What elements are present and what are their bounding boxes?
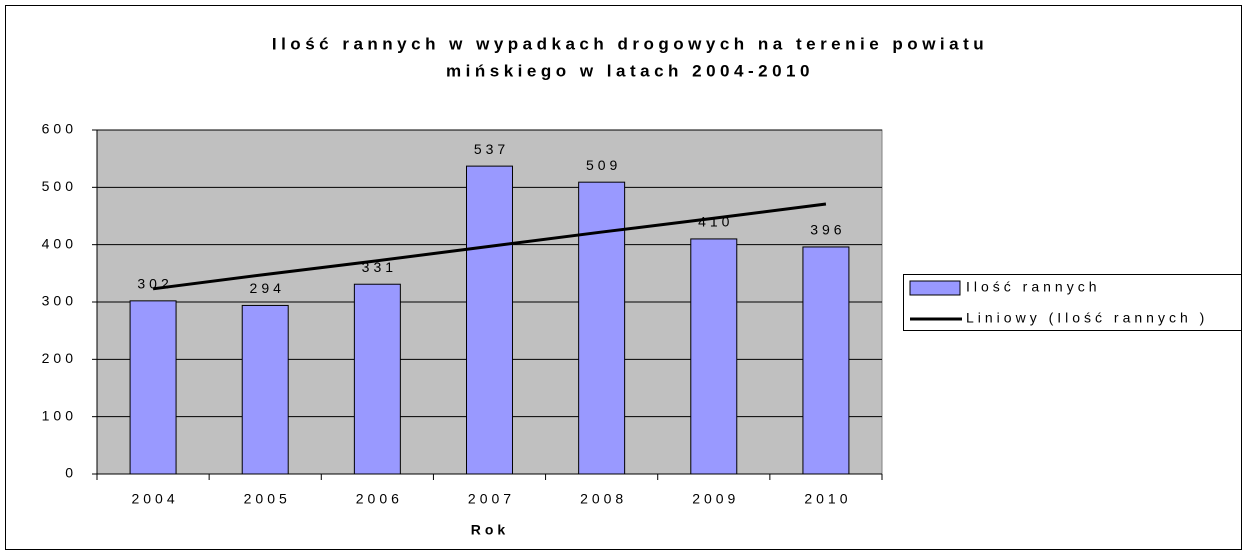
y-tick-label: 400 (42, 235, 77, 251)
x-tick-label: 2010 (804, 491, 851, 507)
data-label: 537 (474, 141, 509, 157)
legend-swatch (909, 280, 961, 296)
x-tick-label: 2009 (692, 491, 739, 507)
data-label: 294 (250, 280, 285, 296)
data-label: 396 (810, 222, 845, 238)
y-tick-label: 600 (42, 121, 77, 137)
y-tick-label: 0 (65, 465, 77, 481)
x-tick-label: 2005 (244, 491, 291, 507)
x-tick-label: 2006 (356, 491, 403, 507)
bar (241, 304, 289, 475)
x-tick-label: 2004 (131, 491, 178, 507)
y-tick-label: 200 (42, 350, 77, 366)
y-tick-label: 100 (42, 407, 77, 423)
chart-title: Ilość rannych w wypadkach drogowych na t… (272, 34, 988, 53)
bar (578, 181, 626, 475)
bar (802, 246, 850, 475)
bar (129, 300, 177, 475)
data-label: 509 (586, 157, 621, 173)
bar (466, 165, 513, 475)
x-tick-label: 2007 (468, 491, 515, 507)
x-tick-label: 2008 (580, 491, 627, 507)
bar (690, 238, 738, 475)
y-tick-label: 300 (42, 293, 77, 309)
legend-label: Liniowy (Ilość rannych ) (966, 310, 1208, 326)
trend-line (152, 202, 827, 291)
bar (353, 283, 401, 475)
y-tick-label: 500 (42, 178, 77, 194)
chart-title: mińskiego w latach 2004-2010 (446, 61, 814, 80)
x-axis-title: Rok (471, 522, 509, 538)
legend-label: Ilość rannych (966, 279, 1100, 295)
